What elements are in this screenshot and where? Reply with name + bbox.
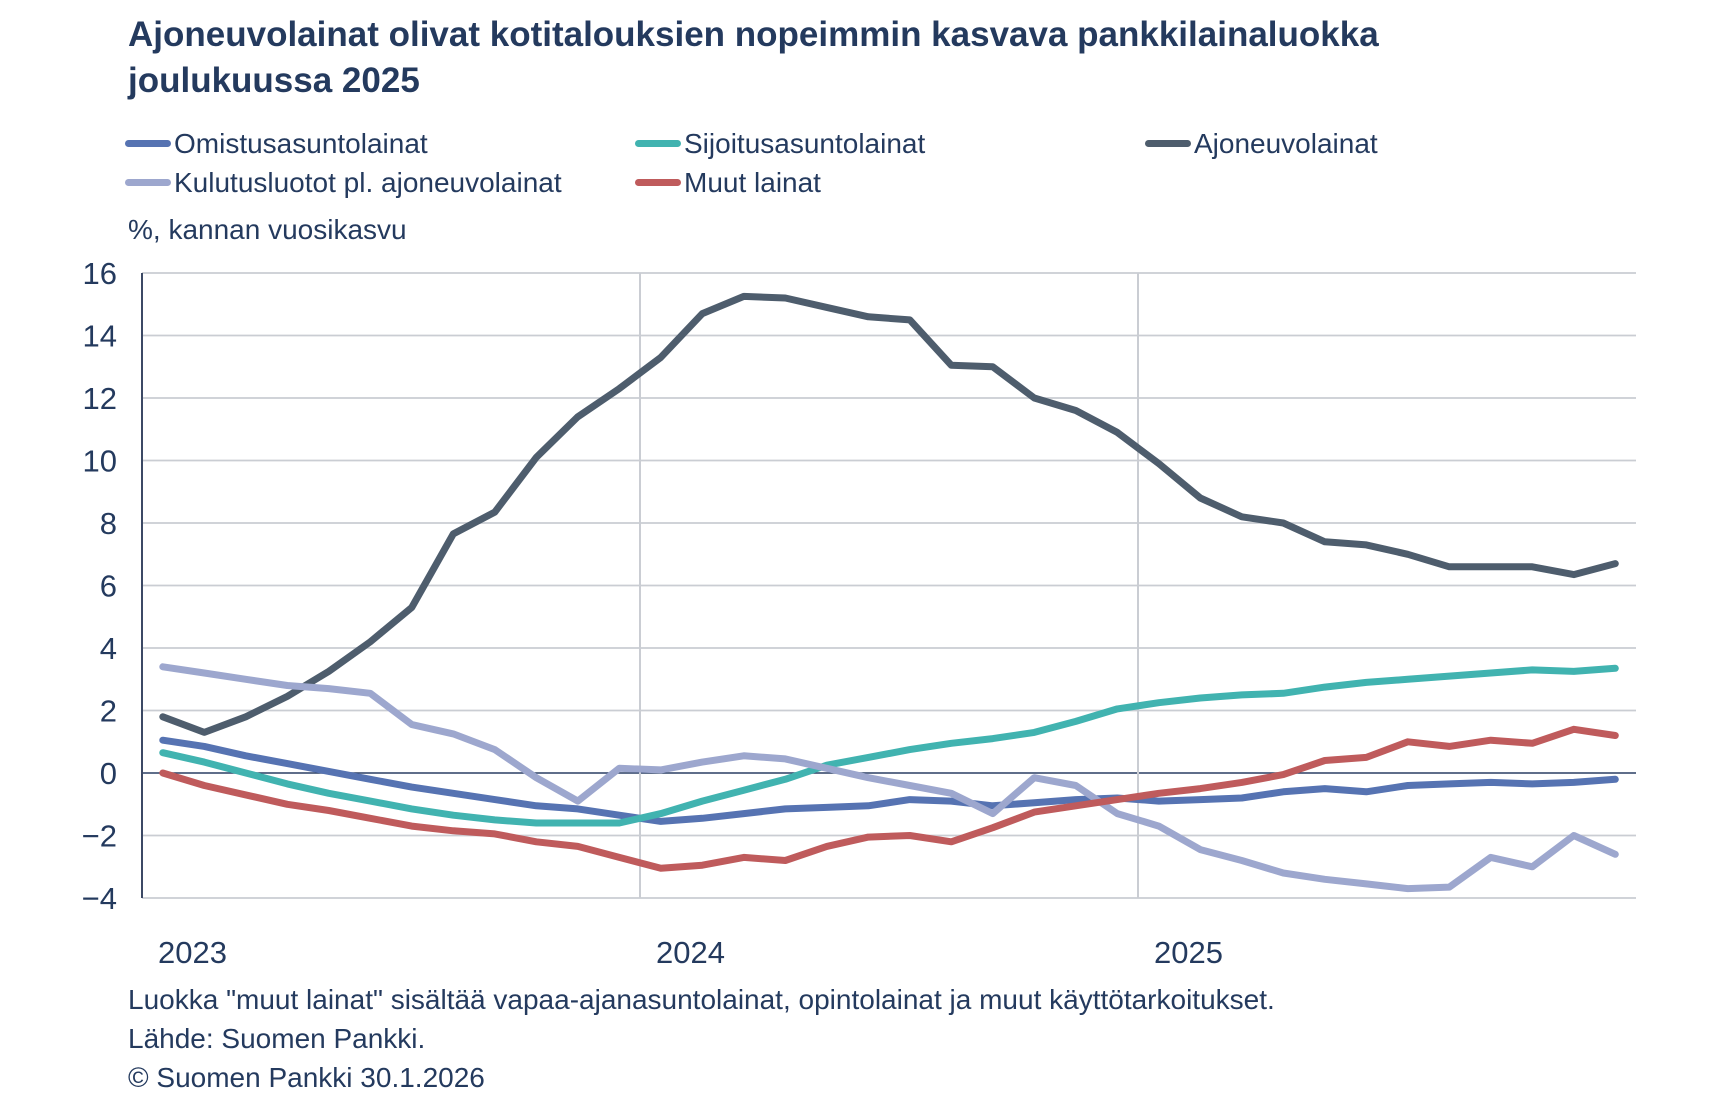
legend-item-2: Sijoitusasuntolainat bbox=[635, 128, 1145, 160]
legend-item-4: Kulutusluotot pl. ajoneuvolainat bbox=[125, 167, 635, 199]
legend-item-5: Muut lainat bbox=[635, 167, 1145, 199]
legend-label: Sijoitusasuntolainat bbox=[684, 127, 926, 159]
x-tick-label: 2025 bbox=[1154, 935, 1223, 970]
y-tick-label: 16 bbox=[83, 256, 117, 291]
legend-swatch-icon bbox=[635, 140, 681, 147]
legend-label: Muut lainat bbox=[684, 166, 821, 198]
series-line-kulutusluotot-pl-ajoneuvolainat bbox=[159, 663, 1619, 893]
footnote-source: Lähde: Suomen Pankki. bbox=[128, 1023, 426, 1054]
series-line-omistusasuntolainat bbox=[159, 736, 1619, 825]
chart-footnotes: Luokka "muut lainat" sisältää vapaa-ajan… bbox=[128, 980, 1275, 1097]
y-tick-label: 10 bbox=[83, 444, 117, 479]
legend-swatch-icon bbox=[1145, 140, 1191, 147]
legend-label: Kulutusluotot pl. ajoneuvolainat bbox=[174, 166, 562, 198]
y-tick-label: 4 bbox=[100, 631, 117, 666]
footnote-copyright: © Suomen Pankki 30.1.2026 bbox=[128, 1062, 485, 1093]
y-tick-label: 6 bbox=[100, 569, 117, 604]
y-tick-label: 12 bbox=[83, 381, 117, 416]
series-line-ajoneuvolainat bbox=[159, 292, 1619, 736]
y-tick-label: −2 bbox=[82, 819, 117, 854]
y-tick-label: 0 bbox=[100, 756, 117, 791]
x-tick-label: 2023 bbox=[158, 935, 227, 970]
y-tick-label: 2 bbox=[100, 694, 117, 729]
y-tick-label: 8 bbox=[100, 506, 117, 541]
legend-item-1: Omistusasuntolainat bbox=[125, 128, 635, 160]
y-axis-unit-label: %, kannan vuosikasvu bbox=[128, 214, 407, 245]
y-tick-label: 14 bbox=[83, 319, 117, 354]
legend-label: Omistusasuntolainat bbox=[174, 127, 428, 159]
legend-item-3: Ajoneuvolainat bbox=[1145, 128, 1378, 160]
chart-title: Ajoneuvolainat olivat kotitalouksien nop… bbox=[128, 15, 1379, 100]
x-tick-label: 2024 bbox=[656, 935, 725, 970]
chart-legend: Omistusasuntolainat Sijoitusasuntolainat A… bbox=[125, 124, 1378, 202]
series-line-muut-lainat bbox=[159, 725, 1619, 872]
series-line-sijoitusasuntolainat bbox=[159, 664, 1619, 827]
legend-label: Ajoneuvolainat bbox=[1194, 127, 1378, 159]
y-tick-label: −4 bbox=[82, 881, 117, 916]
legend-swatch-icon bbox=[125, 179, 171, 186]
footnote-definition: Luokka "muut lainat" sisältää vapaa-ajan… bbox=[128, 984, 1275, 1015]
legend-swatch-icon bbox=[125, 140, 171, 147]
legend-swatch-icon bbox=[635, 179, 681, 186]
